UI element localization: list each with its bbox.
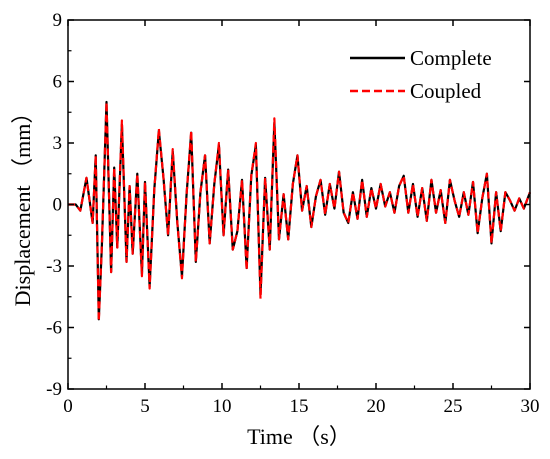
legend-label-complete: Complete [410, 46, 492, 70]
x-tick-label: 0 [63, 396, 73, 417]
x-tick-label: 25 [444, 396, 463, 417]
x-tick-label: 15 [290, 396, 309, 417]
y-tick-label: -9 [46, 379, 62, 400]
y-tick-label: 9 [53, 10, 63, 31]
x-tick-label: 5 [140, 396, 150, 417]
legend: Complete Coupled [350, 46, 492, 103]
x-tick-label: 20 [367, 396, 386, 417]
legend-label-coupled: Coupled [410, 79, 482, 103]
x-tick-label: 30 [521, 396, 540, 417]
ticks-layer: 0 5 10 15 20 25 30 -9 -6 -3 0 3 6 9 [46, 10, 539, 417]
y-tick-label: -6 [46, 318, 62, 339]
y-tick-label: 3 [53, 133, 63, 154]
y-axis-title: Displacement （mm） [10, 102, 35, 307]
x-axis-title: Time （s） [247, 424, 351, 449]
x-tick-label: 10 [213, 396, 232, 417]
y-tick-label: 0 [53, 195, 63, 216]
series-line-complete [68, 100, 532, 321]
series-layer [68, 100, 532, 323]
y-tick-label: 6 [53, 72, 63, 93]
series-line-coupled [68, 100, 532, 323]
y-tick-label: -3 [46, 256, 62, 277]
